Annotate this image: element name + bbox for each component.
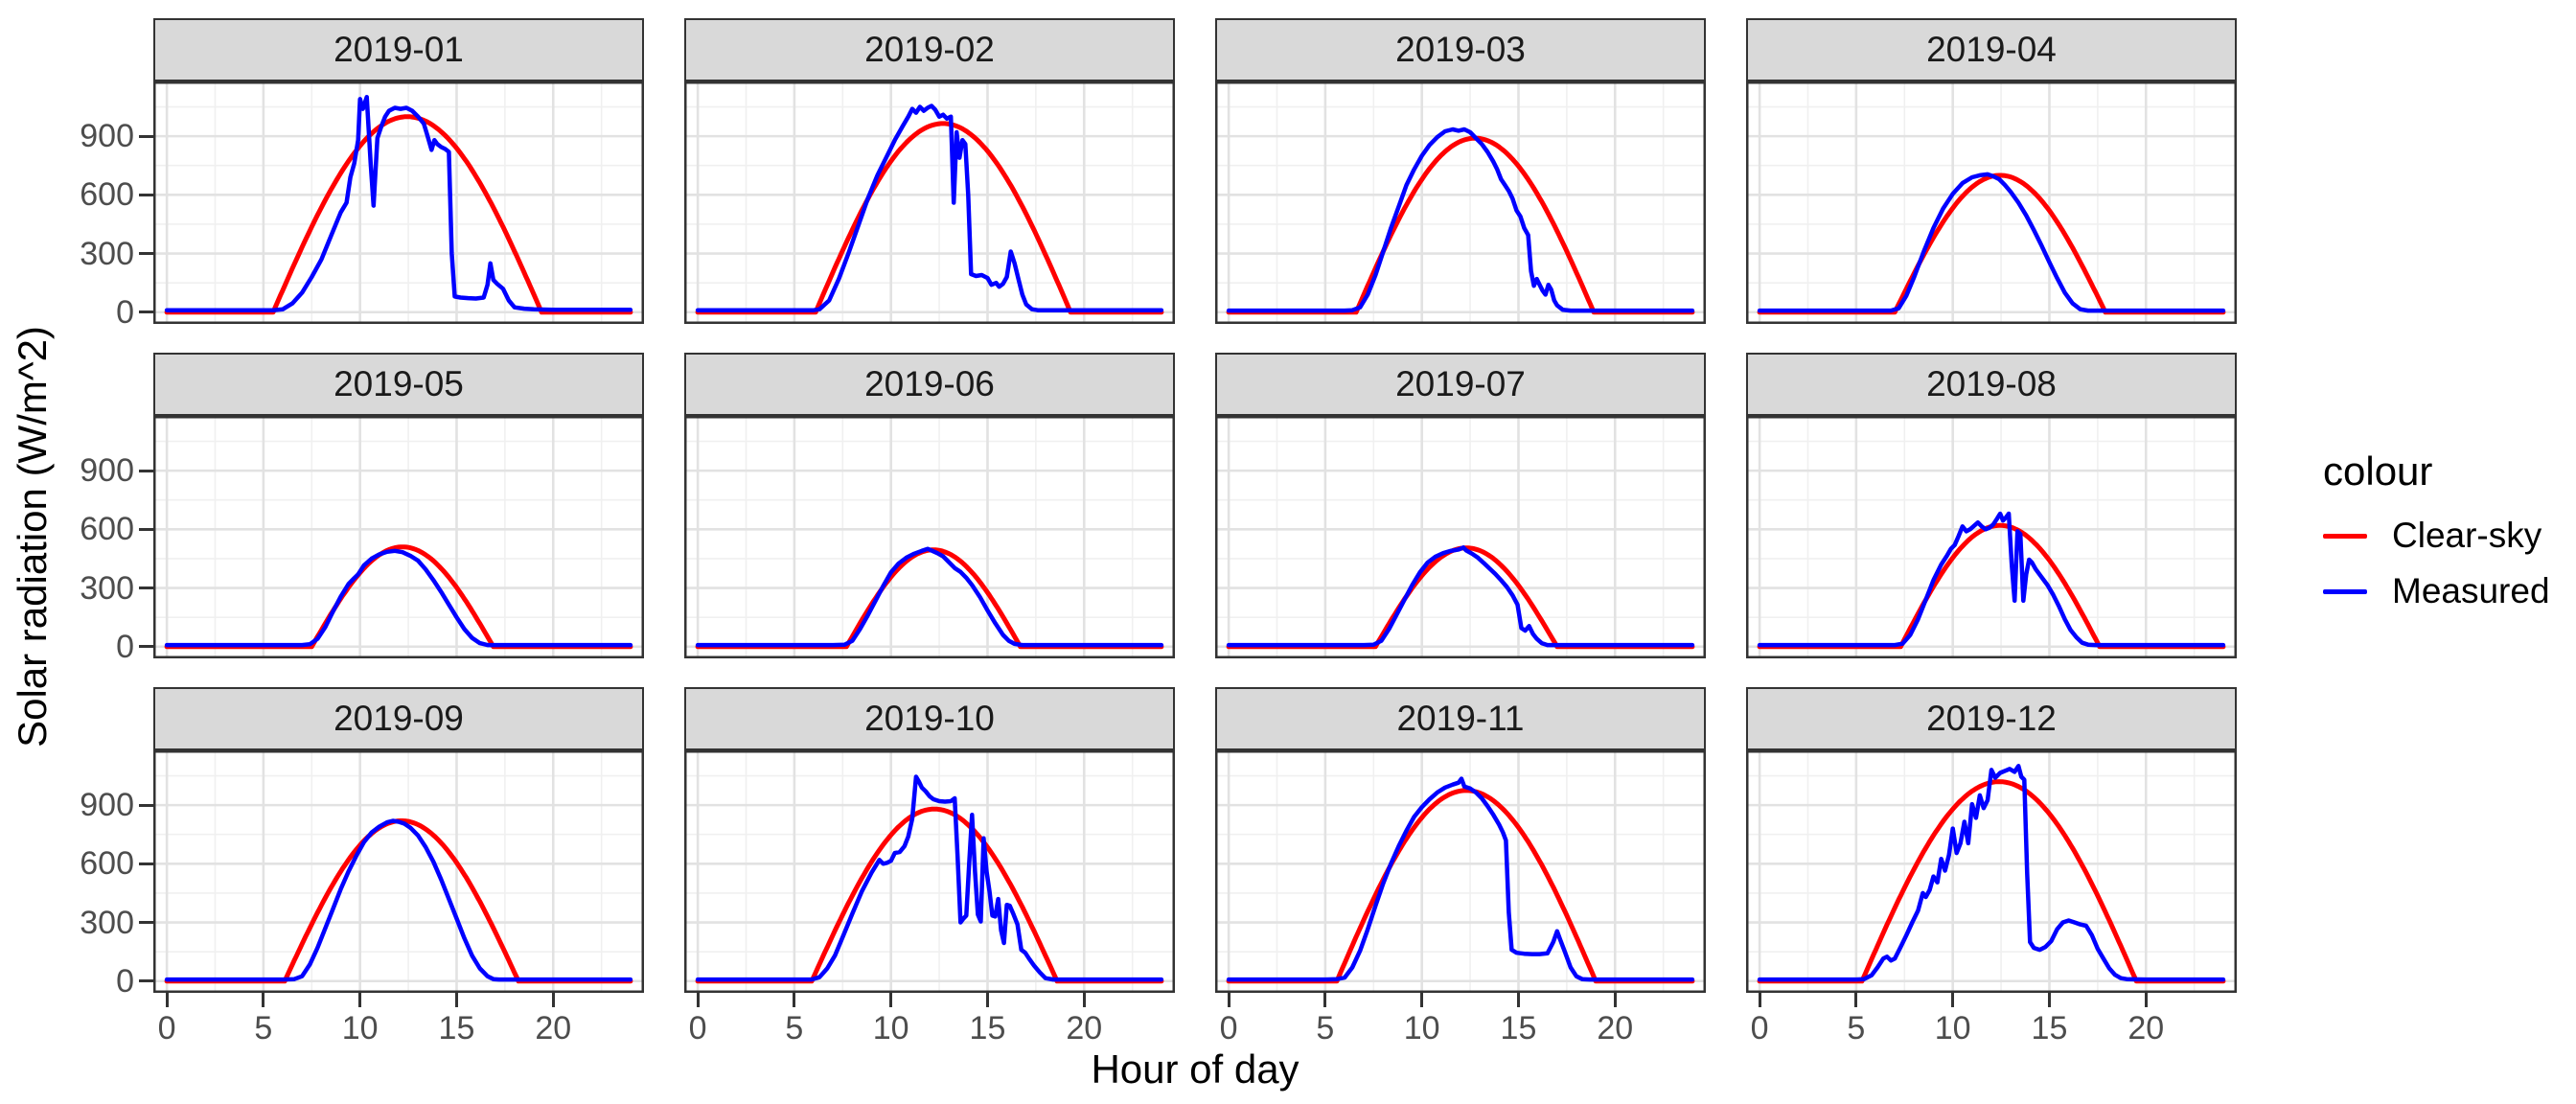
x-tick-label-5: 5 (1847, 1010, 1866, 1046)
x-tick-mark (1613, 993, 1617, 1007)
facet-plot-2019-05 (153, 416, 644, 658)
y-tick-label-300: 300 (80, 569, 134, 607)
x-tick-label-10: 10 (1934, 1010, 1971, 1046)
x-tick-mark (1323, 993, 1327, 1007)
x-tick-mark (889, 993, 893, 1007)
facet-plot-2019-01 (153, 81, 644, 324)
y-tick-label-600: 600 (80, 845, 134, 883)
facet-strip-2019-12: 2019-12 (1746, 687, 2237, 750)
y-tick-label-600: 600 (80, 176, 134, 214)
facet-strip-2019-07: 2019-07 (1215, 353, 1706, 416)
x-tick-label-20: 20 (535, 1010, 572, 1046)
y-tick-label-900: 900 (80, 452, 134, 490)
x-tick-mark (985, 993, 989, 1007)
x-tick-mark (358, 993, 362, 1007)
x-tick-mark (262, 993, 265, 1007)
legend: colour Clear-sky Measured (2323, 448, 2550, 611)
facet-strip-2019-03: 2019-03 (1215, 18, 1706, 81)
x-tick-mark (551, 993, 555, 1007)
x-tick-label-10: 10 (1403, 1010, 1440, 1046)
x-tick-label-10: 10 (341, 1010, 379, 1046)
x-axis-title: Hour of day (1091, 1046, 1300, 1092)
facet-plot-2019-03 (1215, 81, 1706, 324)
x-tick-label-0: 0 (1750, 1010, 1769, 1046)
y-tick-label-900: 900 (80, 118, 134, 155)
clear-sky-line-swatch-icon (2323, 533, 2367, 539)
y-tick-mark (139, 921, 153, 925)
measured-line-swatch-icon (2323, 588, 2367, 594)
facet-strip-2019-04: 2019-04 (1746, 18, 2237, 81)
y-tick-mark (139, 527, 153, 531)
x-tick-label-0: 0 (688, 1010, 707, 1046)
y-tick-mark (139, 469, 153, 472)
x-tick-mark (2144, 993, 2148, 1007)
facet-strip-2019-11: 2019-11 (1215, 687, 1706, 750)
x-tick-mark (1854, 993, 1858, 1007)
facet-strip-2019-06: 2019-06 (684, 353, 1175, 416)
x-tick-mark (696, 993, 700, 1007)
y-tick-label-900: 900 (80, 787, 134, 824)
y-tick-label-0: 0 (116, 962, 134, 1000)
legend-entry-measured: Measured (2323, 571, 2550, 611)
y-tick-mark (139, 586, 153, 590)
x-tick-label-15: 15 (2031, 1010, 2068, 1046)
x-tick-label-0: 0 (157, 1010, 176, 1046)
facet-plot-2019-04 (1746, 81, 2237, 324)
facet-plot-2019-08 (1746, 416, 2237, 658)
y-tick-label-0: 0 (116, 628, 134, 665)
facet-strip-2019-02: 2019-02 (684, 18, 1175, 81)
facet-plot-2019-02 (684, 81, 1175, 324)
y-tick-label-600: 600 (80, 511, 134, 548)
legend-title: colour (2323, 448, 2433, 494)
facet-plot-2019-12 (1746, 750, 2237, 993)
facet-plot-2019-06 (684, 416, 1175, 658)
legend-label-measured: Measured (2392, 571, 2550, 610)
x-tick-mark (1516, 993, 1520, 1007)
facet-strip-2019-09: 2019-09 (153, 687, 644, 750)
x-tick-mark (165, 993, 169, 1007)
y-tick-mark (139, 310, 153, 314)
x-tick-label-10: 10 (872, 1010, 909, 1046)
x-tick-label-20: 20 (2128, 1010, 2165, 1046)
y-tick-mark (139, 252, 153, 256)
facet-strip-2019-05: 2019-05 (153, 353, 644, 416)
facet-plot-2019-09 (153, 750, 644, 993)
y-tick-label-300: 300 (80, 904, 134, 941)
y-tick-label-0: 0 (116, 293, 134, 331)
y-tick-mark (139, 645, 153, 649)
x-tick-label-5: 5 (254, 1010, 273, 1046)
x-tick-mark (2047, 993, 2051, 1007)
legend-label-clear-sky: Clear-sky (2392, 516, 2542, 555)
facet-plot-2019-10 (684, 750, 1175, 993)
legend-entry-clear-sky: Clear-sky (2323, 516, 2550, 556)
x-tick-label-15: 15 (969, 1010, 1006, 1046)
facet-strip-2019-10: 2019-10 (684, 687, 1175, 750)
x-tick-label-15: 15 (1500, 1010, 1537, 1046)
y-tick-mark (139, 193, 153, 196)
x-tick-mark (1951, 993, 1955, 1007)
x-tick-label-0: 0 (1219, 1010, 1238, 1046)
x-tick-mark (454, 993, 458, 1007)
facet-strip-2019-01: 2019-01 (153, 18, 644, 81)
x-tick-label-5: 5 (1316, 1010, 1335, 1046)
y-tick-mark (139, 803, 153, 807)
y-tick-mark (139, 979, 153, 983)
x-tick-mark (1227, 993, 1230, 1007)
facet-strip-2019-08: 2019-08 (1746, 353, 2237, 416)
x-tick-label-5: 5 (785, 1010, 804, 1046)
y-tick-mark (139, 862, 153, 865)
x-tick-mark (1082, 993, 1086, 1007)
facet-plot-2019-11 (1215, 750, 1706, 993)
x-tick-mark (1758, 993, 1761, 1007)
x-tick-label-20: 20 (1066, 1010, 1103, 1046)
x-tick-label-15: 15 (438, 1010, 475, 1046)
x-tick-mark (1420, 993, 1424, 1007)
y-tick-mark (139, 134, 153, 138)
x-tick-mark (793, 993, 796, 1007)
y-tick-label-300: 300 (80, 235, 134, 272)
facet-plot-2019-07 (1215, 416, 1706, 658)
x-tick-label-20: 20 (1597, 1010, 1634, 1046)
